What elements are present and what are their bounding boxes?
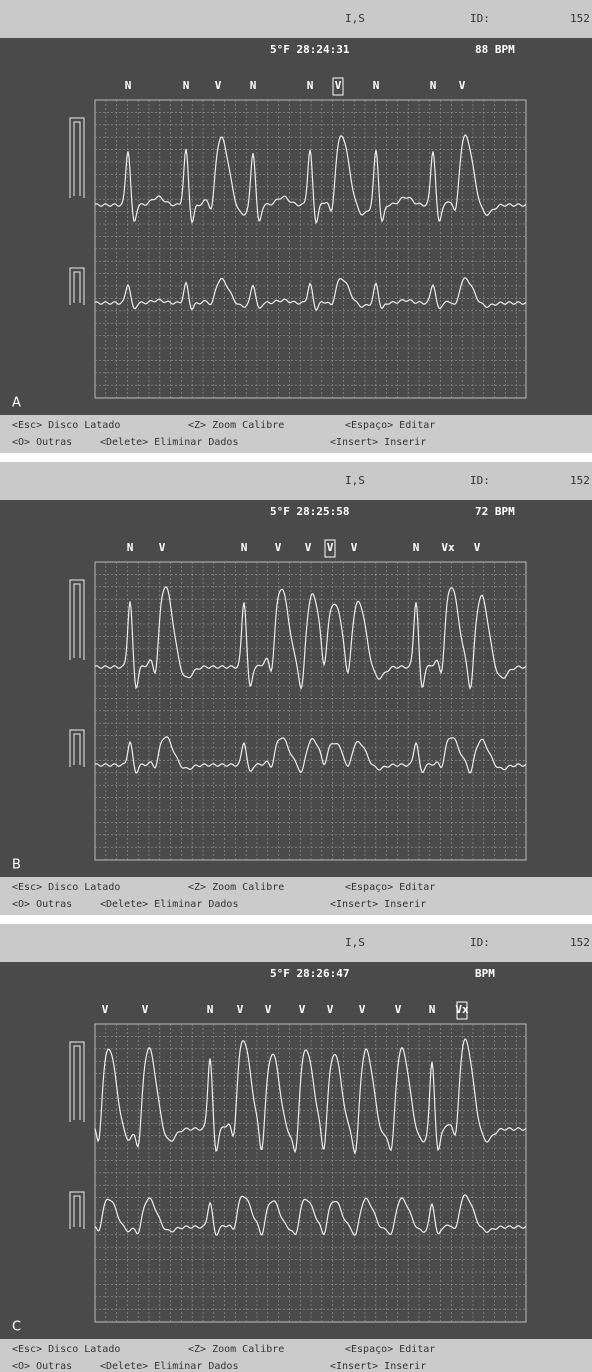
heart-rate: 72 BPM	[475, 505, 515, 518]
id-value: 152	[570, 474, 590, 487]
key-hint: <O> Outras	[12, 437, 72, 448]
patient-name: I,S	[345, 474, 365, 487]
beat-label: N	[373, 79, 380, 92]
ecg-screen	[0, 500, 592, 877]
id-label: ID:	[470, 936, 490, 949]
id-value: 152	[570, 936, 590, 949]
beat-label: N	[307, 79, 314, 92]
beat-label: V	[159, 541, 166, 554]
timestamp: 5°F 28:25:58	[270, 505, 349, 518]
beat-label: V	[275, 541, 282, 554]
beat-label: V	[102, 1003, 109, 1016]
panel-label: B	[12, 858, 21, 873]
screenshot: I,S ID: 152 5°F 28:24:31 88 BPM N N V N N V N N V A <Es…	[0, 0, 592, 1372]
beat-label: V	[299, 1003, 306, 1016]
beat-label: V	[237, 1003, 244, 1016]
ecg-screen	[0, 38, 592, 415]
beat-label: N	[413, 541, 420, 554]
patient-name: I,S	[345, 12, 365, 25]
key-hint: <Esc> Disco Latado	[12, 882, 120, 893]
header-bar	[0, 462, 592, 500]
beat-label: N	[183, 79, 190, 92]
timestamp: 5°F 28:24:31	[270, 43, 350, 56]
key-hint: <O> Outras	[12, 899, 72, 910]
holter-panel: I,S ID: 152 5°F 28:24:31 88 BPM N N V N N V N N V A <Es…	[0, 0, 592, 453]
beat-label: V	[474, 541, 481, 554]
beat-label: V	[327, 541, 334, 554]
panel-label: C	[12, 1320, 21, 1335]
beat-label: V	[335, 79, 342, 92]
key-hint: <Insert> Inserir	[330, 899, 426, 910]
beat-label: N	[430, 79, 437, 92]
beat-label: V	[351, 541, 358, 554]
beat-label: V	[215, 79, 222, 92]
heart-rate: 88 BPM	[475, 43, 515, 56]
key-hint: <Delete> Eliminar Dados	[100, 1361, 238, 1372]
beat-label: N	[125, 79, 132, 92]
key-hint: <Espaço> Editar	[345, 882, 435, 893]
beat-label: V	[459, 79, 466, 92]
beat-label: N	[241, 541, 248, 554]
id-label: ID:	[470, 12, 490, 25]
key-hint: <Z> Zoom Calibre	[188, 420, 284, 431]
id-label: ID:	[470, 474, 490, 487]
beat-label: N	[127, 541, 134, 554]
key-hint: <Espaço> Editar	[345, 420, 435, 431]
panel-label: A	[12, 396, 21, 411]
key-hint: <O> Outras	[12, 1361, 72, 1372]
key-hint: <Insert> Inserir	[330, 437, 426, 448]
beat-label: V	[142, 1003, 149, 1016]
key-hint: <Delete> Eliminar Dados	[100, 437, 238, 448]
holter-panel: I,S ID: 152 5°F 28:25:58 72 BPM N V N V V V V N Vx V B <…	[0, 462, 592, 915]
beat-label: V	[359, 1003, 366, 1016]
key-hint: <Delete> Eliminar Dados	[100, 899, 238, 910]
beat-label: Vx	[441, 541, 455, 554]
key-hint: <Z> Zoom Calibre	[188, 1344, 284, 1355]
patient-name: I,S	[345, 936, 365, 949]
header-bar	[0, 924, 592, 962]
beat-label: N	[429, 1003, 436, 1016]
key-hint: <Insert> Inserir	[330, 1361, 426, 1372]
beat-label: V	[265, 1003, 272, 1016]
beat-label: V	[305, 541, 312, 554]
header-bar	[0, 0, 592, 38]
timestamp: 5°F 28:26:47	[270, 967, 349, 980]
beat-label: N	[250, 79, 257, 92]
key-hint: <Esc> Disco Latado	[12, 420, 120, 431]
beat-label: V	[395, 1003, 402, 1016]
key-hint: <Espaço> Editar	[345, 1344, 435, 1355]
key-hint: <Esc> Disco Latado	[12, 1344, 120, 1355]
heart-rate: BPM	[475, 967, 495, 980]
id-value: 152	[570, 12, 590, 25]
key-hint: <Z> Zoom Calibre	[188, 882, 284, 893]
beat-label: V	[327, 1003, 334, 1016]
beat-label: N	[207, 1003, 214, 1016]
